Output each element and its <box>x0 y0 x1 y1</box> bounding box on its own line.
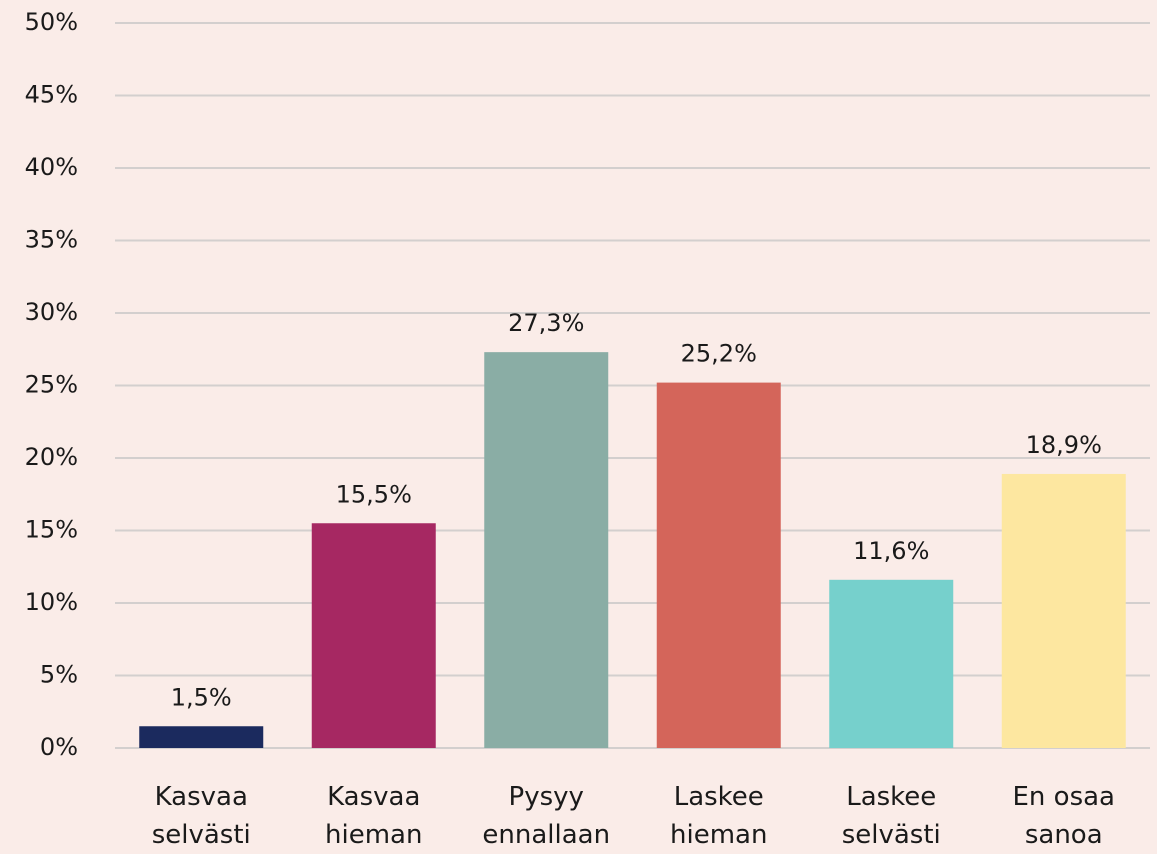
bar <box>311 523 436 748</box>
value-label: 15,5% <box>336 480 412 508</box>
y-tick-label: 15% <box>25 516 78 544</box>
x-tick-label: Kasvaa selvästi <box>151 782 251 850</box>
bar <box>829 579 954 748</box>
bar <box>484 352 609 748</box>
y-tick-label: 50% <box>25 8 78 36</box>
y-tick-label: 20% <box>25 443 78 471</box>
value-label: 11,6% <box>853 537 929 565</box>
bar <box>1001 473 1126 748</box>
value-label: 1,5% <box>171 683 232 711</box>
y-tick-label: 30% <box>25 298 78 326</box>
y-tick-label: 5% <box>40 661 78 689</box>
bar <box>139 726 264 748</box>
x-tick-label: Laskee hieman <box>670 782 768 850</box>
y-tick-label: 0% <box>40 733 78 761</box>
bar <box>656 382 781 748</box>
x-tick-label: En osaa sanoa <box>1012 782 1116 850</box>
x-tick-label: Kasvaa hieman <box>325 782 423 850</box>
x-tick-label: Laskee selvästi <box>841 782 941 850</box>
value-label: 27,3% <box>508 309 584 337</box>
y-tick-label: 40% <box>25 153 78 181</box>
value-label: 18,9% <box>1026 431 1102 459</box>
y-tick-label: 35% <box>25 226 78 254</box>
y-tick-label: 25% <box>25 371 78 399</box>
y-tick-label: 10% <box>25 588 78 616</box>
value-label: 25,2% <box>681 340 757 368</box>
x-tick-label: Pysyy ennallaan <box>482 782 611 850</box>
y-tick-label: 45% <box>25 81 78 109</box>
